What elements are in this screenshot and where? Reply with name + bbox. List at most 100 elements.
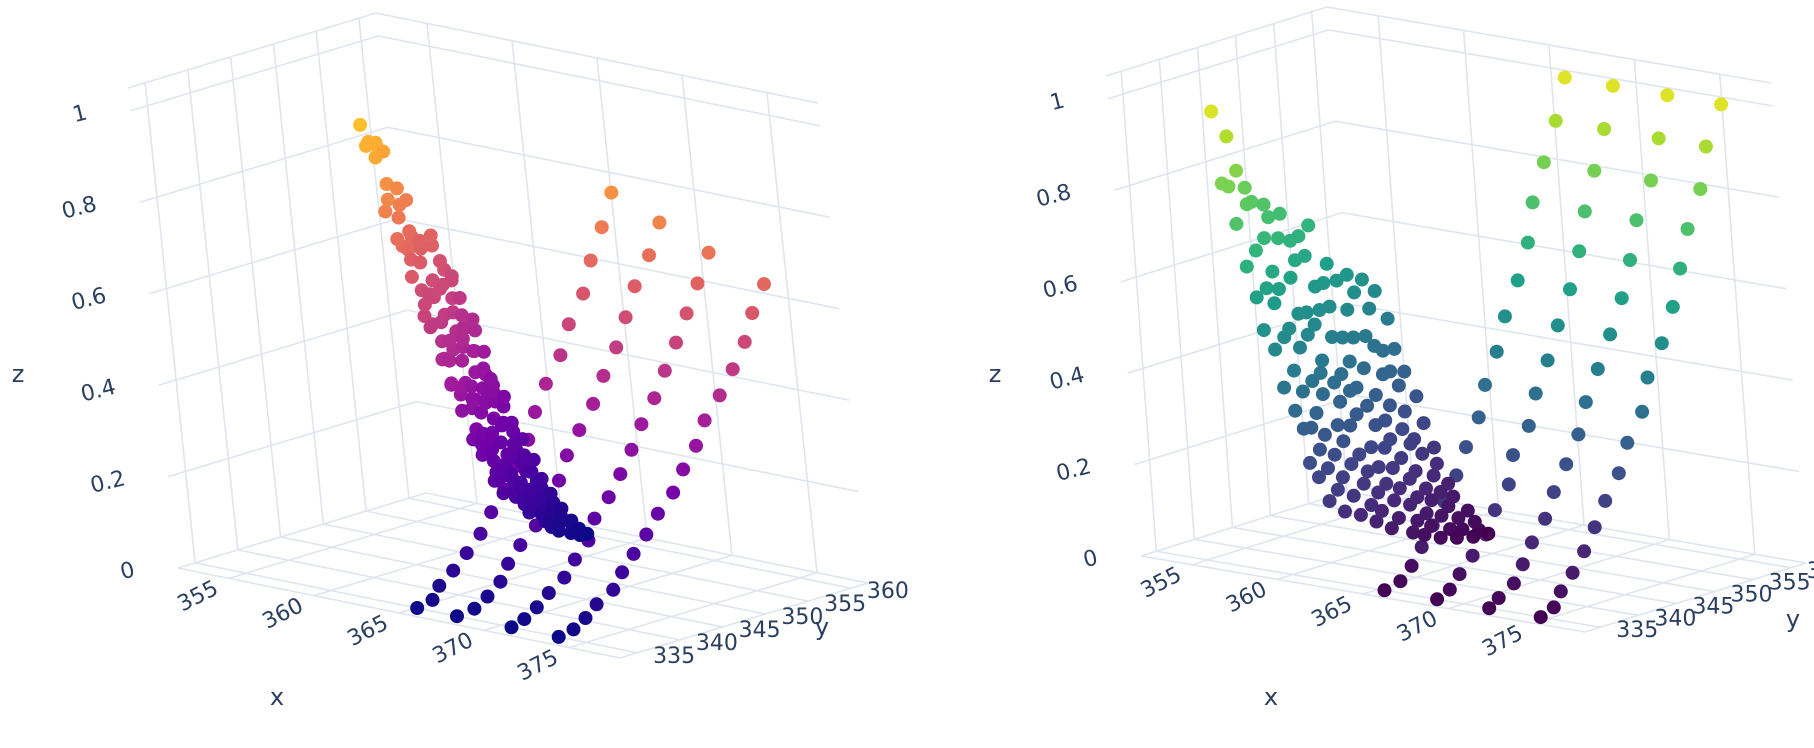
scatter-point[interactable] (1368, 388, 1383, 402)
scatter-point[interactable] (1319, 256, 1334, 271)
scatter-point[interactable] (1313, 365, 1328, 380)
scatter-point[interactable] (552, 473, 566, 488)
scatter-point[interactable] (1221, 179, 1236, 194)
scatter-point[interactable] (1325, 330, 1339, 344)
scatter-point[interactable] (1426, 468, 1441, 483)
scatter-point[interactable] (1546, 600, 1561, 615)
scatter-point[interactable] (1478, 377, 1492, 392)
scatter-point[interactable] (378, 204, 393, 219)
scatter-point[interactable] (1356, 361, 1371, 376)
scatter3d-plasma[interactable]: 355 360 365 370 375 33534034535035536000.20.4… (12, 12, 909, 711)
scatter-point[interactable] (1520, 235, 1535, 250)
scatter-point[interactable] (1282, 321, 1297, 336)
scatter-point[interactable] (1654, 336, 1669, 351)
scatter-point[interactable] (594, 220, 609, 235)
scatter-point[interactable] (1360, 464, 1375, 479)
scatter-point[interactable] (1293, 340, 1307, 355)
scatter-point[interactable] (1349, 407, 1364, 422)
scatter-point[interactable] (1315, 353, 1330, 368)
scatter-point[interactable] (1598, 493, 1613, 508)
scatter-point[interactable] (1515, 557, 1530, 572)
scatter-point[interactable] (1256, 197, 1271, 212)
scatter-point[interactable] (1309, 406, 1324, 420)
scatter-point[interactable] (423, 320, 438, 335)
scatter-point[interactable] (1391, 511, 1406, 525)
scatter-point[interactable] (1571, 427, 1586, 442)
scatter-point[interactable] (1644, 173, 1658, 188)
scatter-point[interactable] (517, 612, 532, 627)
scatter-point[interactable] (1261, 210, 1276, 225)
scatter-point[interactable] (1315, 387, 1330, 402)
scatter-point[interactable] (551, 629, 566, 644)
scatter-point[interactable] (1680, 222, 1695, 236)
scatter-point[interactable] (626, 546, 641, 561)
scatter-point[interactable] (432, 254, 447, 268)
scatter-point[interactable] (459, 546, 474, 561)
scatter-point[interactable] (1430, 592, 1445, 607)
scatter-point[interactable] (1268, 342, 1283, 357)
scatter-point[interactable] (618, 310, 633, 325)
scatter-point[interactable] (589, 597, 604, 612)
scatter-point[interactable] (1249, 290, 1264, 305)
scatter-point[interactable] (553, 348, 568, 363)
scatter-point[interactable] (1387, 341, 1402, 356)
scatter-point[interactable] (1460, 503, 1475, 518)
scatter-point[interactable] (1358, 329, 1373, 344)
scatter-point[interactable] (1317, 427, 1332, 442)
scatter-point[interactable] (480, 589, 495, 604)
scatter-point[interactable] (1408, 464, 1423, 479)
scatter-point[interactable] (1303, 455, 1317, 470)
scatter-point[interactable] (1424, 519, 1439, 534)
scatter-point[interactable] (529, 600, 544, 615)
scatter-point[interactable] (1524, 535, 1539, 550)
scatter-point[interactable] (650, 506, 665, 521)
scatter-point[interactable] (1620, 435, 1635, 450)
scatter-point[interactable] (586, 396, 601, 411)
scatter-point[interactable] (1304, 420, 1319, 435)
scatter-point[interactable] (1385, 461, 1400, 475)
scatter-point[interactable] (1367, 284, 1382, 298)
scatter-point[interactable] (1257, 231, 1272, 246)
scatter-point[interactable] (501, 556, 516, 571)
scatter-point[interactable] (572, 423, 587, 438)
scatter-point[interactable] (1521, 418, 1536, 433)
scatter-point[interactable] (468, 323, 483, 338)
scatter-point[interactable] (1297, 248, 1312, 263)
scatter-point[interactable] (1383, 364, 1398, 379)
scatter-point[interactable] (624, 442, 639, 457)
scatter-point[interactable] (604, 185, 619, 200)
scatter-point[interactable] (450, 609, 464, 624)
scatter-point[interactable] (647, 391, 662, 406)
scatter-point[interactable] (642, 248, 656, 263)
scatter-point[interactable] (1536, 155, 1551, 170)
scatter-point[interactable] (1587, 520, 1602, 535)
scatter-point[interactable] (513, 538, 528, 553)
scatter-point[interactable] (1374, 503, 1389, 518)
scatter-point[interactable] (1410, 490, 1425, 505)
scatter-point[interactable] (399, 193, 414, 208)
scatter-point[interactable] (1291, 229, 1306, 244)
scatter-point[interactable] (1577, 204, 1592, 219)
scatter-point[interactable] (425, 592, 440, 607)
scatter-point[interactable] (1271, 282, 1286, 296)
scatter-point[interactable] (1387, 493, 1402, 508)
scatter-point[interactable] (1673, 261, 1688, 276)
scatter-point[interactable] (353, 117, 368, 132)
scatter-point[interactable] (1248, 243, 1263, 258)
scatter-point[interactable] (454, 308, 469, 323)
scatter-point[interactable] (1347, 285, 1362, 300)
scatter-point[interactable] (1382, 398, 1397, 413)
scatter-point[interactable] (1525, 195, 1540, 210)
scatter-point[interactable] (1557, 70, 1572, 85)
scatter-point[interactable] (446, 563, 461, 578)
scatter-point[interactable] (473, 526, 488, 541)
scatter-point[interactable] (496, 389, 511, 404)
scatter-point[interactable] (422, 287, 437, 302)
scatter-point[interactable] (561, 317, 576, 332)
scatter-point[interactable] (1660, 88, 1675, 103)
scatter-point[interactable] (1419, 481, 1433, 496)
scatter-point[interactable] (1577, 544, 1592, 559)
scatter-point[interactable] (404, 269, 419, 284)
scatter-point[interactable] (442, 353, 457, 368)
scatter-point[interactable] (559, 448, 574, 463)
